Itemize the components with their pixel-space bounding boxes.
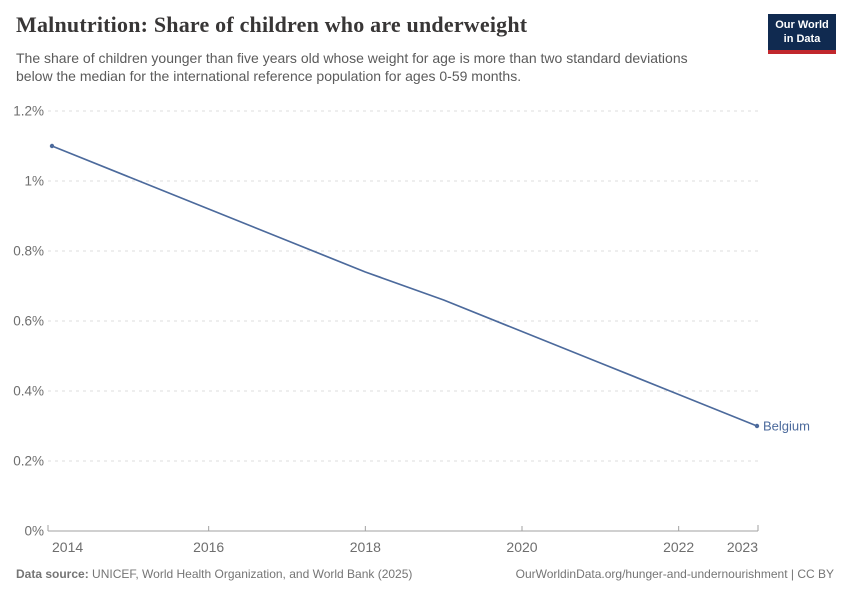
y-tick-label: 1% [24, 174, 44, 189]
chart-footer: Data source: UNICEF, World Health Organi… [16, 567, 834, 581]
x-tick-label: 2018 [350, 539, 381, 555]
entity-label[interactable]: Belgium [763, 419, 810, 434]
y-tick-label: 0.8% [13, 244, 44, 259]
data-source-label: Data source: [16, 567, 89, 581]
y-tick-label: 0.2% [13, 454, 44, 469]
chart-subtitle: The share of children younger than five … [16, 50, 688, 84]
y-tick-label: 0% [24, 524, 44, 539]
x-tick-label: 2023 [727, 539, 758, 555]
owid-logo-line1: Our World [775, 19, 829, 31]
data-point-marker [754, 423, 760, 429]
y-tick-label: 0.4% [13, 384, 44, 399]
x-tick-label: 2022 [663, 539, 694, 555]
owid-logo-line2: in Data [783, 32, 821, 45]
data-source-text: UNICEF, World Health Organization, and W… [88, 567, 413, 581]
x-tick-label: 2016 [193, 539, 224, 555]
y-tick-label: 1.2% [13, 104, 44, 119]
series-line-belgium[interactable] [51, 145, 758, 427]
data-source: Data source: UNICEF, World Health Organi… [16, 567, 412, 581]
owid-logo[interactable]: Our World in Data [768, 14, 836, 54]
y-tick-label: 0.6% [13, 314, 44, 329]
footer-citation-link[interactable]: OurWorldinData.org/hunger-and-undernouri… [515, 567, 834, 581]
line-chart-svg[interactable]: 0% 0.2% 0.4% 0.6% 0.8% 1% 1.2% 2014 2016 2018 2020… [0, 95, 850, 570]
x-tick-label: 2014 [52, 539, 83, 555]
x-tick-label: 2020 [506, 539, 537, 555]
data-point-marker [49, 143, 55, 149]
page-title: Malnutrition: Share of children who are … [16, 12, 528, 37]
